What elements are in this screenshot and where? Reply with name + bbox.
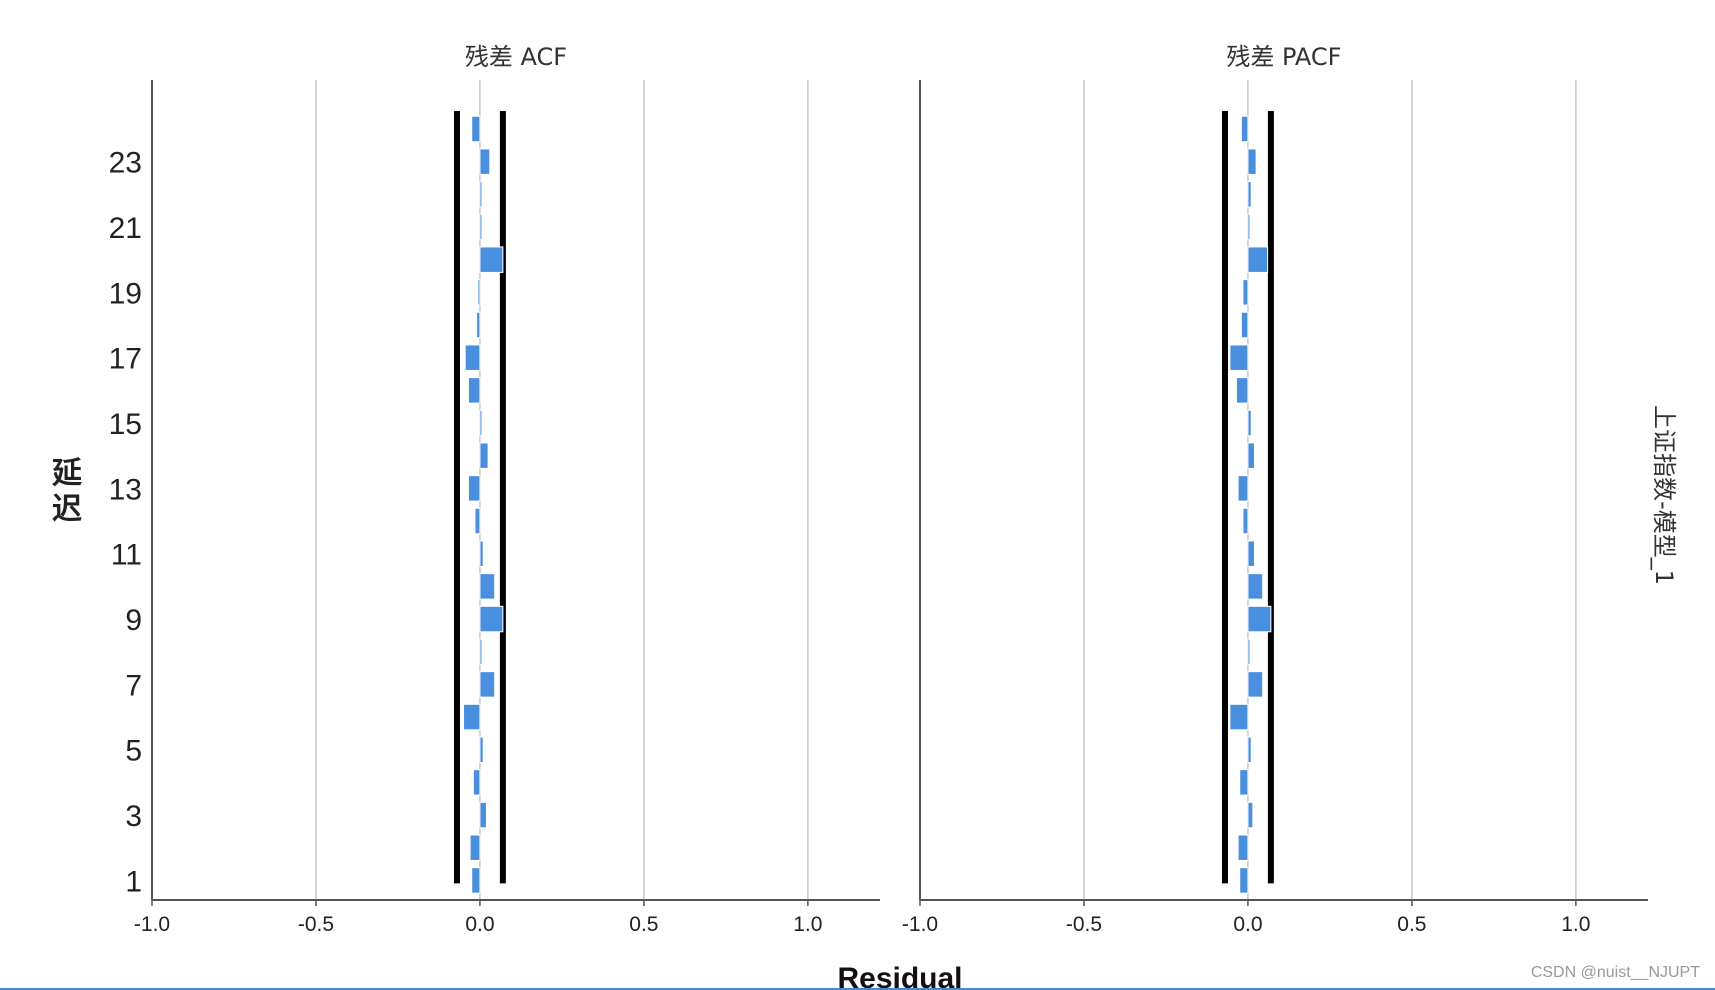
bar-lag-10	[479, 573, 496, 600]
bar-lag-15	[479, 409, 483, 437]
bar-lag-12	[474, 507, 481, 535]
bar-lag-7	[1247, 671, 1264, 698]
bar-lag-1	[471, 867, 481, 894]
panel-acf: 残差 ACF-1.0 -0.5 0.0 0.5 1.013579111315171921…	[109, 43, 880, 936]
x-tick-label: -1.0	[902, 913, 938, 936]
bar-lag-21	[1247, 213, 1251, 241]
x-tick-label: -0.5	[1066, 913, 1102, 936]
bar-lag-2	[469, 834, 481, 861]
bar-lag-22	[1247, 181, 1252, 208]
bar-lag-6	[463, 703, 481, 731]
y-tick-label: 13	[109, 473, 142, 506]
bar-lag-16	[1235, 377, 1249, 404]
bar-lag-24	[471, 115, 481, 143]
bar-lag-10	[1247, 573, 1264, 600]
bar-lag-20	[479, 246, 504, 273]
y-tick-label: 17	[109, 343, 142, 376]
x-tick-label: 0.5	[629, 913, 658, 936]
x-axis-label: Residual	[837, 962, 962, 990]
bar-lag-15	[1247, 409, 1252, 437]
y-tick-label: 19	[109, 277, 142, 310]
y-tick-label: 15	[109, 408, 142, 441]
bar-lag-9	[479, 605, 504, 633]
bar-lag-18	[476, 311, 481, 339]
bar-lag-6	[1229, 703, 1249, 731]
panel-pacf: 残差 PACF -1.0 -0.5 0.0 0.5 1.0	[902, 43, 1648, 936]
bar-lag-4	[1239, 769, 1249, 796]
y-axis-label-part-2: 迟	[52, 492, 82, 527]
y-tick-label: 5	[125, 735, 142, 768]
watermark: CSDN @nuist__NJUPT	[1531, 964, 1700, 981]
bar-lag-19	[477, 279, 481, 306]
bar-lag-17	[464, 344, 481, 371]
bar-lag-11	[479, 540, 484, 567]
bar-lag-23	[479, 148, 491, 175]
bar-lag-22	[479, 181, 483, 208]
y-tick-label: 21	[109, 212, 142, 245]
bar-lag-20	[1247, 246, 1269, 273]
bar-lag-19	[1242, 279, 1249, 306]
x-tick-label: 1.0	[1561, 913, 1590, 936]
panel-label: 上证指数-模型_1	[1650, 405, 1678, 585]
bottom-rule	[0, 988, 1715, 990]
bar-lag-13	[467, 475, 481, 502]
panel-title: 残差 ACF	[465, 43, 567, 71]
y-tick-label: 9	[125, 604, 142, 637]
bar-lag-4	[472, 769, 481, 796]
bar-lag-24	[1240, 115, 1249, 143]
bar-lag-8	[1247, 638, 1251, 665]
y-tick-label: 1	[125, 865, 142, 898]
bar-lag-1	[1239, 867, 1249, 894]
bar-lag-7	[479, 671, 496, 698]
bar-lag-8	[479, 638, 483, 665]
bar-lag-21	[479, 213, 483, 241]
bar-lag-13	[1237, 475, 1249, 502]
bar-lag-5	[479, 736, 484, 763]
bar-lag-2	[1237, 834, 1249, 861]
bar-lag-12	[1242, 507, 1249, 535]
bar-lag-11	[1247, 540, 1255, 567]
y-axis-label-part-1: 延	[51, 456, 83, 491]
panel-title: 残差 PACF	[1226, 43, 1341, 71]
x-tick-label: 0.5	[1397, 913, 1426, 936]
x-tick-label: 1.0	[793, 913, 822, 936]
x-tick-label: 0.0	[1233, 913, 1262, 936]
bar-lag-5	[1247, 736, 1252, 763]
y-tick-label: 11	[111, 539, 142, 572]
bar-lag-23	[1247, 148, 1257, 175]
y-tick-label: 7	[125, 669, 142, 702]
bar-lag-3	[1247, 801, 1254, 829]
bar-lag-3	[479, 801, 487, 829]
x-tick-label: -1.0	[134, 913, 170, 936]
y-tick-label: 3	[125, 800, 142, 833]
bar-lag-14	[479, 442, 489, 469]
x-tick-label: 0.0	[465, 913, 494, 936]
y-tick-label: 23	[109, 147, 142, 180]
bar-lag-16	[467, 377, 481, 404]
bar-lag-9	[1247, 605, 1272, 633]
bar-lag-18	[1240, 311, 1249, 339]
bar-lag-14	[1247, 442, 1255, 469]
bar-lag-17	[1229, 344, 1249, 371]
x-tick-label: -0.5	[298, 913, 334, 936]
